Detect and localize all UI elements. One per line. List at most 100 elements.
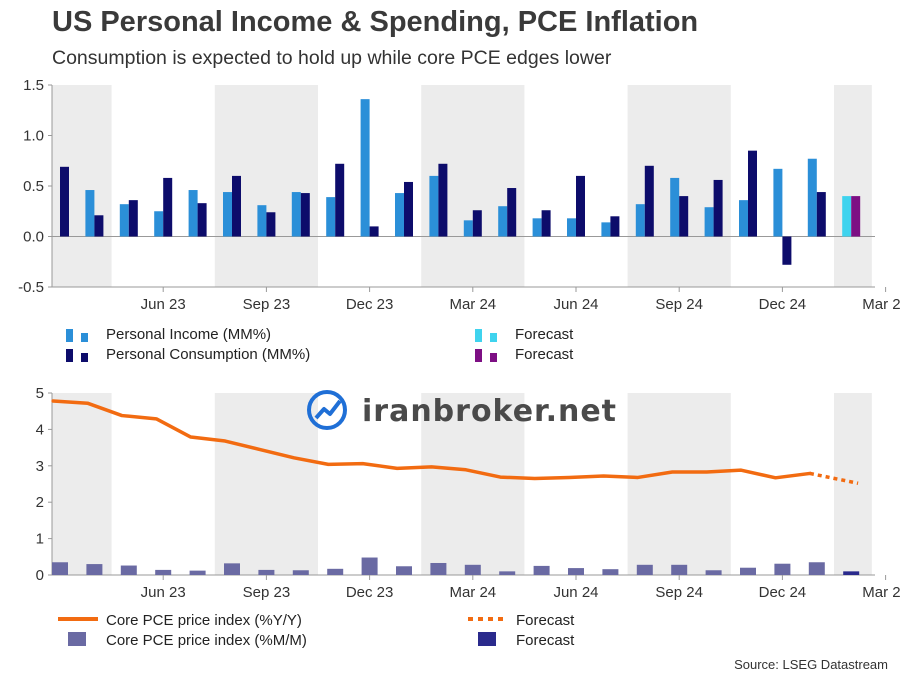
- consumption-bar: [266, 212, 276, 237]
- income-bar: [773, 168, 783, 237]
- consumption-bar: [610, 216, 620, 237]
- legend-income-swatch: [66, 329, 73, 342]
- watermark-logo-mark: [307, 390, 347, 430]
- bottom-x-tick-label: Dec 23: [346, 584, 394, 601]
- income-bar: [395, 193, 404, 237]
- consumption-bar: [507, 188, 517, 237]
- income-forecast-bar: [842, 196, 852, 237]
- mom-bar: [396, 566, 412, 575]
- legend-income-forecast-swatch: [475, 329, 482, 342]
- bottom-y-tick-label: 5: [36, 385, 44, 402]
- income-bar: [326, 197, 336, 237]
- income-bar: [291, 192, 301, 237]
- mom-bar: [499, 571, 516, 575]
- bottom-y-tick-label: 1: [36, 531, 44, 548]
- mom-bar: [808, 562, 825, 575]
- source-note: Source: LSEG Datastream: [734, 657, 888, 672]
- core-yoy-line: [51, 399, 812, 481]
- bottom-shade-band: [421, 393, 525, 575]
- core-yoy-forecast-line: [809, 471, 859, 485]
- consumption-bar: [94, 215, 104, 237]
- chart-subtitle: Consumption is expected to hold up while…: [52, 47, 612, 69]
- mom-bar: [636, 564, 653, 575]
- income-bar: [567, 218, 576, 237]
- income-bar: [807, 158, 817, 237]
- mom-bar: [568, 568, 584, 575]
- top-x-tick-label: Jun 23: [141, 296, 186, 313]
- mom-bar: [52, 562, 68, 575]
- watermark-logo: [307, 390, 347, 430]
- consumption-bar: [232, 175, 241, 237]
- consumption-bar: [60, 166, 69, 237]
- income-bar: [670, 177, 680, 237]
- consumption-bar: [472, 210, 482, 237]
- top-shade-band: [834, 85, 872, 287]
- mom-bar: [224, 563, 240, 575]
- watermark-logo-mark: [314, 399, 342, 420]
- top-x-tick-label: Sep 24: [655, 296, 703, 313]
- income-bar: [360, 99, 370, 237]
- mom-bar: [189, 570, 206, 575]
- mom-bar: [292, 570, 309, 575]
- legend-yoy-label: Core PCE price index (%Y/Y): [106, 612, 302, 629]
- mom-bar: [120, 565, 137, 575]
- legend-consumption-forecast-swatch: [490, 353, 497, 362]
- income-bar: [635, 204, 645, 237]
- mom-bar: [327, 568, 344, 575]
- bottom-shade-band: [214, 393, 318, 575]
- top-x-tick-label: Dec 24: [759, 296, 807, 313]
- consumption-bar: [369, 226, 379, 237]
- legend-income-forecast-swatch: [490, 333, 497, 342]
- top-x-tick-label: Mar 25: [862, 296, 900, 313]
- bottom-y-tick-label: 4: [36, 421, 44, 438]
- consumption-bar: [335, 163, 345, 237]
- watermark-text: iranbroker.net: [362, 394, 617, 429]
- consumption-bar: [438, 163, 448, 237]
- income-bar: [498, 206, 508, 237]
- consumption-bar: [163, 177, 173, 237]
- income-bar: [704, 207, 714, 237]
- legend-consumption-swatch: [81, 353, 88, 362]
- income-bar: [429, 175, 439, 237]
- consumption-bar: [404, 181, 413, 237]
- top-x-tick-label: Sep 23: [243, 296, 291, 313]
- income-bar: [85, 190, 95, 237]
- consumption-bar: [541, 210, 551, 237]
- mom-forecast-bar: [843, 571, 860, 575]
- top-x-tick-label: Dec 23: [346, 296, 394, 313]
- consumption-forecast-bar: [851, 196, 861, 237]
- mom-bar: [155, 569, 172, 575]
- mom-bar: [705, 570, 722, 575]
- bottom-x-tick-label: Sep 23: [243, 584, 291, 601]
- legend-consumption-forecast-swatch: [475, 349, 482, 362]
- bottom-x-tick-label: Jun 23: [141, 584, 186, 601]
- consumption-bar: [576, 175, 585, 237]
- legend-yoy-forecast-label: Forecast: [516, 612, 575, 629]
- bottom-shade-band: [834, 393, 872, 575]
- legend-income-label: Personal Income (MM%): [106, 326, 271, 343]
- income-bar: [532, 218, 542, 237]
- income-bar: [739, 200, 748, 237]
- top-y-tick-label: -0.5: [18, 279, 44, 296]
- consumption-bar: [713, 179, 723, 237]
- top-y-tick-label: 0.0: [23, 229, 44, 246]
- income-bar: [188, 190, 198, 237]
- income-bar: [154, 211, 164, 237]
- bottom-x-tick-label: Jun 24: [553, 584, 598, 601]
- consumption-bar: [679, 196, 689, 237]
- top-x-tick-label: Mar 24: [449, 296, 496, 313]
- income-bar: [601, 222, 611, 237]
- top-y-tick-label: 0.5: [23, 178, 44, 195]
- consumption-bar: [816, 192, 826, 237]
- bottom-y-tick-label: 3: [36, 458, 44, 475]
- mom-bar: [602, 569, 619, 575]
- mom-bar: [430, 562, 447, 575]
- legend-consumption-label: Personal Consumption (MM%): [106, 346, 310, 363]
- legend-mom-label: Core PCE price index (%M/M): [106, 632, 307, 649]
- legend-consumption-swatch: [66, 349, 73, 362]
- mom-bar: [671, 564, 688, 575]
- legend-mom-forecast-label: Forecast: [516, 632, 575, 649]
- income-bar: [463, 220, 473, 237]
- top-y-tick-label: 1.5: [23, 77, 44, 94]
- consumption-bar: [197, 203, 207, 237]
